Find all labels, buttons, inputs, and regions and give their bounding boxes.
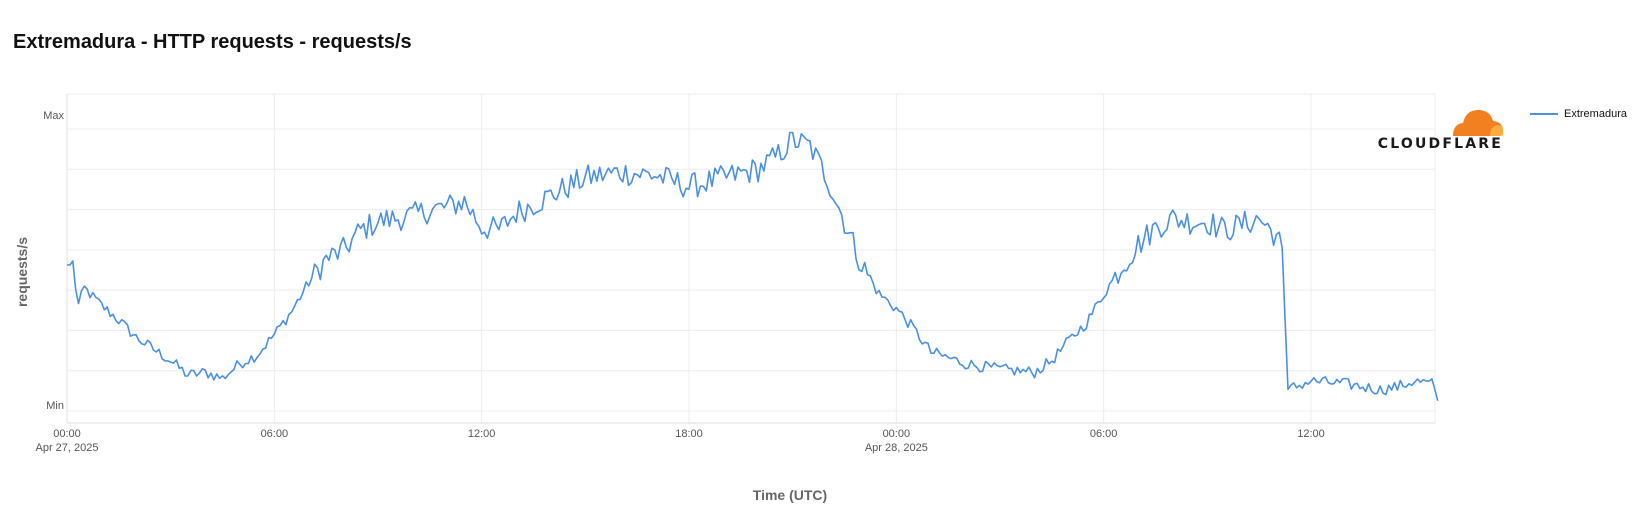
x-tick-label: 18:00	[675, 428, 703, 440]
x-tick-label: 06:00	[261, 428, 289, 440]
x-axis-ticks: 00:00 Apr 27, 2025 06:00 12:00 18:00 00:00 Apr…	[36, 428, 1325, 454]
x-tick-label: 00:00	[883, 428, 911, 440]
chart-grid	[66, 93, 1436, 424]
page-title: Extremadura - HTTP requests - requests/s	[13, 31, 412, 53]
series-line-extremadura	[67, 131, 1439, 401]
y-tick-label: Max	[43, 110, 64, 122]
x-tick-date-label: Apr 27, 2025	[36, 442, 99, 454]
x-tick-label: 12:00	[1297, 428, 1325, 440]
x-tick-label: 06:00	[1090, 428, 1118, 440]
cloudflare-cloud-icon	[1453, 110, 1503, 136]
x-tick-label: 00:00	[53, 428, 81, 440]
x-axis-title: Time (UTC)	[753, 487, 827, 503]
legend-swatch	[1530, 113, 1558, 115]
x-tick-label: 12:00	[468, 428, 496, 440]
y-axis-ticks: Max Min	[43, 110, 64, 412]
legend[interactable]: Extremadura	[1530, 108, 1627, 120]
y-axis-title: requests/s	[14, 237, 30, 307]
cloudflare-wordmark: CLOUDFLARE	[1377, 136, 1503, 152]
y-tick-label: Min	[46, 400, 64, 412]
legend-label: Extremadura	[1564, 108, 1627, 120]
x-tick-date-label: Apr 28, 2025	[865, 442, 928, 454]
cloudflare-logo: CLOUDFLARE	[1358, 104, 1503, 154]
